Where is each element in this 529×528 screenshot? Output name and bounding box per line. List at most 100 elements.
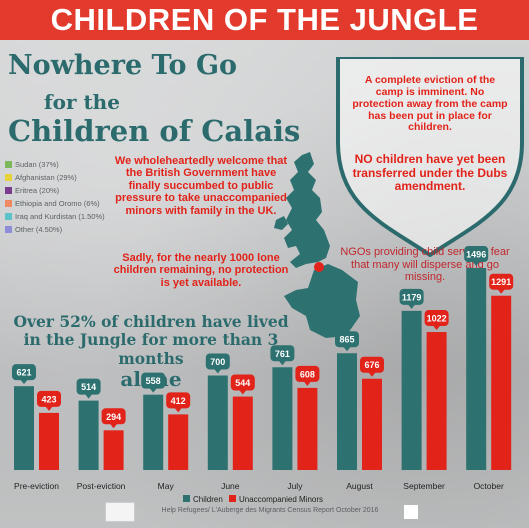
children-bar xyxy=(14,386,34,470)
government-text: We wholeheartedly welcome that the Briti… xyxy=(114,155,288,217)
minors-value-label: 608 xyxy=(300,369,315,379)
eviction-text: A complete eviction of the camp is immin… xyxy=(352,74,508,134)
calais-marker xyxy=(314,262,324,272)
uk-france-map xyxy=(274,152,360,338)
minors-value-label: 1022 xyxy=(427,314,447,324)
dubs-text: NO children have yet been transferred un… xyxy=(352,152,508,194)
children-bar xyxy=(337,353,357,470)
nationality-swatch xyxy=(5,161,12,168)
minors-bar xyxy=(232,396,253,470)
children-value-label-bg xyxy=(76,378,101,395)
minors-bar xyxy=(297,387,318,470)
nationality-swatch xyxy=(5,213,12,220)
children-value-label-bg xyxy=(270,345,295,362)
nationality-label: Afghanistan (29%) xyxy=(15,173,77,182)
children-value-label-pointer xyxy=(343,346,351,352)
children-value-label-pointer xyxy=(84,393,93,399)
nationality-swatch xyxy=(5,187,12,194)
help-refugees-logo xyxy=(105,502,135,522)
nationality-label: Other (4.50%) xyxy=(15,225,63,234)
legend-swatch xyxy=(229,495,236,502)
children-bar xyxy=(401,310,422,470)
france-shape xyxy=(284,264,360,338)
children-value-label-bg xyxy=(399,288,424,305)
legend-label: Unaccompanied Minors xyxy=(239,495,323,504)
children-bar xyxy=(207,375,228,470)
jungle-stat: Over 52% of children have lived in the J… xyxy=(6,312,296,391)
no-protection-text: Sadly, for the nearly 1000 lone children… xyxy=(113,252,289,289)
minors-value-label-bg xyxy=(360,356,384,373)
children-value-label-bg xyxy=(141,372,166,389)
nationality-label: Sudan (37%) xyxy=(15,160,59,169)
minors-value-label: 676 xyxy=(364,360,379,370)
jungle-stat-main: Over 52% of children have lived in the J… xyxy=(13,312,289,368)
children-value-label-pointer xyxy=(20,379,28,385)
nationality-swatch xyxy=(5,174,12,181)
children-value-label: 1496 xyxy=(466,250,486,260)
children-bar xyxy=(78,400,99,470)
headline-line-2: for the xyxy=(44,90,120,114)
children-value-label-bg xyxy=(205,353,230,370)
minors-value-label-pointer xyxy=(368,371,376,377)
minors-value-label: 294 xyxy=(106,412,121,422)
x-tick-label: June xyxy=(221,481,240,491)
children-value-label: 1179 xyxy=(402,292,422,302)
minors-bar xyxy=(168,414,189,470)
children-value-label-bg xyxy=(12,364,36,381)
minors-bar xyxy=(426,332,447,470)
minors-value-label-bg xyxy=(230,374,255,391)
children-value-label: 700 xyxy=(210,357,225,367)
minors-value-label-pointer xyxy=(45,405,53,411)
nationality-legend-item: Eritrea (20%) xyxy=(5,184,105,197)
children-value-label-pointer xyxy=(472,261,481,267)
x-tick-label: July xyxy=(287,481,303,491)
minors-value-label-pointer xyxy=(109,423,118,429)
minors-value-label-pointer xyxy=(174,407,183,413)
nationality-swatch xyxy=(5,226,12,233)
children-value-label-pointer xyxy=(278,360,287,366)
minors-value-label-bg xyxy=(166,392,191,409)
legend-swatch xyxy=(183,495,190,502)
x-tick-label: August xyxy=(346,481,373,491)
nationality-legend-item: Other (4.50%) xyxy=(5,223,105,236)
children-value-label: 865 xyxy=(339,335,354,345)
children-value-label: 761 xyxy=(275,349,290,359)
children-value-label-pointer xyxy=(213,368,222,374)
children-bar xyxy=(143,394,164,470)
children-bar xyxy=(272,367,293,470)
nationality-legend-item: Iraq and Kurdistan (1.50%) xyxy=(5,210,105,223)
nationality-legend: Sudan (37%) Afghanistan (29%) Eritrea (20%… xyxy=(5,158,105,236)
nationality-label: Ethiopia and Oromo (6%) xyxy=(15,199,100,208)
minors-value-label: 412 xyxy=(171,396,186,406)
children-value-label: 514 xyxy=(81,382,96,392)
minors-value-label-pointer xyxy=(238,389,247,395)
nationality-legend-item: Afghanistan (29%) xyxy=(5,171,105,184)
minors-value-label-bg xyxy=(37,390,61,407)
auberge-logo xyxy=(404,505,418,519)
minors-bar xyxy=(103,430,124,470)
ireland-shape xyxy=(274,216,288,230)
headline-line-3: Children of Calais xyxy=(8,114,301,148)
minors-value-label-pointer xyxy=(303,380,312,386)
children-value-label: 621 xyxy=(16,368,31,378)
nationality-label: Eritrea (20%) xyxy=(15,186,60,195)
minors-value-label-bg xyxy=(489,273,514,290)
minors-bar xyxy=(491,295,512,470)
nationality-label: Iraq and Kurdistan (1.50%) xyxy=(15,212,105,221)
children-value-label-pointer xyxy=(149,387,158,393)
x-tick-label: Post-eviction xyxy=(77,481,126,491)
footer-credit: Help Refugees/ L'Auberge des Migrants Ce… xyxy=(161,507,379,514)
x-tick-label: May xyxy=(158,481,175,491)
nationality-swatch xyxy=(5,200,12,207)
minors-value-label-pointer xyxy=(432,325,441,331)
uk-island-shape xyxy=(284,152,330,268)
nationality-legend-item: Sudan (37%) xyxy=(5,158,105,171)
x-tick-label: September xyxy=(403,481,445,491)
minors-value-label: 544 xyxy=(235,378,250,388)
minors-value-label-bg xyxy=(295,365,320,382)
minors-value-label-bg xyxy=(101,408,126,425)
speech-bubble-outline xyxy=(336,57,524,257)
children-value-label-pointer xyxy=(407,303,416,309)
minors-bar xyxy=(362,378,382,470)
